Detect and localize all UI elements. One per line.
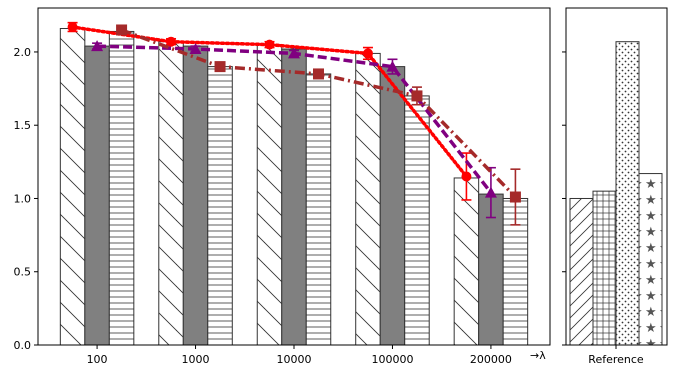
data-point bbox=[264, 39, 275, 50]
bar bbox=[305, 73, 332, 346]
bar bbox=[379, 66, 406, 346]
reference-bar bbox=[615, 41, 640, 346]
reference-bars bbox=[569, 41, 663, 346]
bar bbox=[182, 45, 209, 346]
x-tick-label: 100 bbox=[87, 353, 108, 366]
reference-plot: Reference bbox=[562, 7, 668, 366]
x-tick-label: 10000 bbox=[277, 353, 312, 366]
data-point bbox=[91, 40, 104, 52]
x-axis-label: →λ bbox=[530, 349, 546, 362]
data-point bbox=[189, 43, 202, 55]
bar bbox=[478, 193, 504, 346]
data-point bbox=[166, 36, 177, 47]
bar bbox=[207, 66, 233, 346]
bar bbox=[453, 177, 480, 346]
data-point bbox=[313, 68, 324, 80]
data-point bbox=[386, 60, 399, 72]
main-bars bbox=[59, 28, 529, 346]
data-point bbox=[288, 47, 300, 59]
y-tick-label: 1.5 bbox=[14, 119, 32, 132]
reference-bar bbox=[592, 190, 617, 346]
bar bbox=[59, 28, 86, 346]
main-lines bbox=[67, 21, 521, 226]
x-tick-label: Reference bbox=[588, 353, 644, 366]
bar bbox=[256, 44, 283, 346]
data-point bbox=[411, 90, 423, 102]
data-point bbox=[509, 191, 521, 203]
reference-x-axis: Reference bbox=[588, 345, 644, 366]
bar bbox=[84, 45, 110, 346]
main-plot-frame bbox=[37, 7, 551, 346]
bar bbox=[404, 95, 430, 346]
y-tick-label: 0.5 bbox=[14, 266, 32, 279]
x-tick-label: 200000 bbox=[470, 353, 512, 366]
data-point bbox=[214, 61, 226, 73]
main-y-axis: 0.0 0.5 1.0 1.5 2.0 bbox=[14, 46, 38, 352]
x-tick-label: 100000 bbox=[371, 353, 413, 366]
reference-plot-frame bbox=[565, 7, 668, 346]
x-tick-label: 1000 bbox=[182, 353, 210, 366]
reference-bar bbox=[569, 197, 594, 346]
bar bbox=[281, 48, 307, 346]
data-point bbox=[461, 171, 472, 182]
bar bbox=[158, 41, 184, 346]
y-tick-label: 2.0 bbox=[14, 46, 32, 59]
bar bbox=[108, 30, 135, 346]
data-point bbox=[484, 186, 497, 198]
data-point bbox=[362, 48, 373, 59]
main-plot: 0.0 0.5 1.0 1.5 2.0 100 1000 10000 100000 200000 bbox=[14, 7, 551, 366]
data-point bbox=[116, 24, 128, 36]
y-tick-label: 0.0 bbox=[14, 339, 32, 352]
data-point bbox=[67, 22, 78, 33]
reference-y-axis bbox=[562, 51, 566, 346]
y-tick-label: 1.0 bbox=[14, 192, 32, 205]
reference-bar bbox=[638, 173, 663, 346]
bar bbox=[355, 52, 381, 346]
main-x-axis: 100 1000 10000 100000 200000 bbox=[87, 345, 512, 366]
